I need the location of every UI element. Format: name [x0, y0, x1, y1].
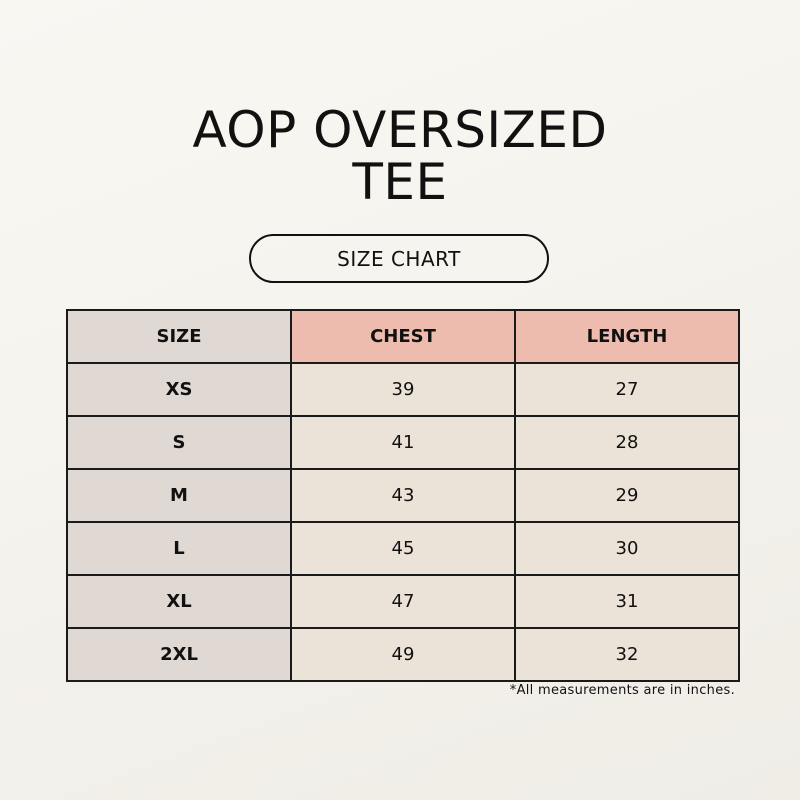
size-cell: XL [66, 574, 292, 629]
table-row: XL 47 31 [66, 574, 740, 629]
size-cell: M [66, 468, 292, 523]
chest-cell: 43 [290, 468, 516, 523]
header-size: SIZE [66, 309, 292, 364]
table-row: L 45 30 [66, 521, 740, 576]
table-row: S 41 28 [66, 415, 740, 470]
size-cell: 2XL [66, 627, 292, 682]
title-line-1: AOP OVERSIZED [192, 101, 608, 159]
chest-cell: 47 [290, 574, 516, 629]
chest-cell: 41 [290, 415, 516, 470]
header-chest: CHEST [290, 309, 516, 364]
size-table: SIZE CHEST LENGTH XS 39 27 S 41 28 M 43 … [66, 309, 740, 682]
length-cell: 30 [514, 521, 740, 576]
table-row: XS 39 27 [66, 362, 740, 417]
header-length: LENGTH [514, 309, 740, 364]
length-cell: 27 [514, 362, 740, 417]
title-line-2: TEE [352, 153, 448, 211]
page-title: AOP OVERSIZED TEE [0, 104, 800, 208]
size-cell: XS [66, 362, 292, 417]
chest-cell: 39 [290, 362, 516, 417]
size-cell: S [66, 415, 292, 470]
chest-cell: 45 [290, 521, 516, 576]
length-cell: 28 [514, 415, 740, 470]
length-cell: 31 [514, 574, 740, 629]
table-row: M 43 29 [66, 468, 740, 523]
length-cell: 29 [514, 468, 740, 523]
size-cell: L [66, 521, 292, 576]
footnote: *All measurements are in inches. [509, 683, 735, 698]
length-cell: 32 [514, 627, 740, 682]
table-header-row: SIZE CHEST LENGTH [66, 309, 740, 364]
chest-cell: 49 [290, 627, 516, 682]
size-chart-badge: SIZE CHART [249, 234, 549, 283]
table-row: 2XL 49 32 [66, 627, 740, 682]
